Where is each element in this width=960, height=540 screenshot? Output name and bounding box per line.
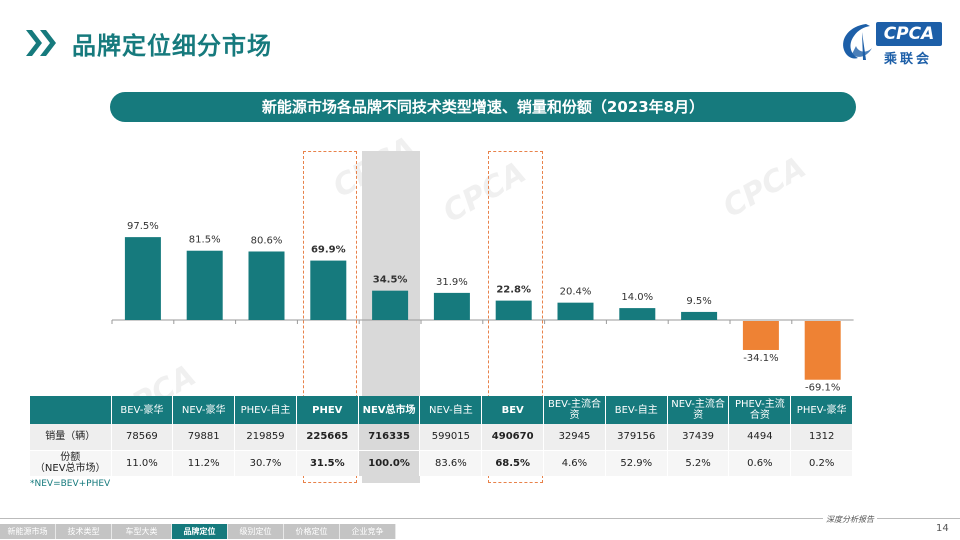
- bar-PHEV: [310, 260, 347, 320]
- table-cell: 379156: [605, 424, 668, 451]
- footer-tab[interactable]: 价格定位: [284, 524, 340, 539]
- column-header-PHEV-自主: PHEV-自主: [234, 396, 297, 424]
- footer-tab[interactable]: 车型大类: [112, 524, 172, 539]
- column-header-PHEV-豪华: PHEV-豪华: [790, 396, 854, 424]
- column-header-NEV总市场: NEV总市场: [358, 396, 421, 424]
- table-cell: 1312: [790, 424, 854, 451]
- table-cell: 11.0%: [111, 450, 174, 476]
- double-chevron-icon: [26, 30, 56, 56]
- page-number: 14: [936, 523, 949, 534]
- table-cell: 5.2%: [667, 450, 730, 476]
- footer-tab[interactable]: 技术类型: [56, 524, 112, 539]
- bar-NEV-自主: [433, 292, 470, 320]
- logo-swirl-icon: [843, 24, 872, 60]
- data-label-BEV-豪华: 97.5%: [127, 221, 159, 232]
- table-row-sales: 销量（辆） 78569 79881 219859 225665 716335 599015…: [30, 424, 854, 451]
- table-corner-cell: [30, 396, 112, 424]
- table-cell: 100.0%: [358, 450, 421, 476]
- page-title: 品牌定位细分市场: [72, 32, 272, 60]
- bar-NEV-豪华: [186, 250, 223, 320]
- data-label-NEV总市场: 34.5%: [373, 275, 408, 286]
- table-row-share: 份额 （NEV总市场） 11.0% 11.2% 30.7% 31.5% 100.0% 83…: [30, 450, 854, 476]
- table-cell: 37439: [667, 424, 730, 451]
- column-header-NEV-豪华: NEV-豪华: [172, 396, 236, 424]
- data-label-NEV-自主: 31.9%: [436, 277, 468, 288]
- table-cell: 31.5%: [296, 450, 359, 476]
- cpca-logo: CPCA 乘联会: [836, 20, 944, 67]
- bar-NEV总市场: [372, 290, 409, 320]
- column-header-NEV-自主: NEV-自主: [419, 396, 483, 424]
- column-header-BEV-豪华: BEV-豪华: [111, 396, 174, 424]
- table-cell: 225665: [296, 424, 359, 451]
- bar-NEV-主流合资: [681, 311, 718, 320]
- logo-cn-text: 乘联会: [884, 52, 933, 67]
- bar-BEV-豪华: [124, 237, 161, 320]
- bar-BEV-自主: [619, 308, 656, 320]
- data-label-PHEV-自主: 80.6%: [251, 235, 283, 246]
- data-label-PHEV-主流合资: -34.1%: [743, 353, 778, 364]
- bar-BEV: [495, 300, 532, 320]
- bar-PHEV-自主: [248, 251, 285, 320]
- column-header-BEV-自主: BEV-自主: [605, 396, 668, 424]
- table-cell: 219859: [234, 424, 297, 451]
- column-header-NEV-主流合资: NEV-主流合资: [667, 396, 730, 424]
- column-header-BEV: BEV: [481, 396, 545, 424]
- data-label-NEV-豪华: 81.5%: [189, 235, 221, 246]
- footer-tab[interactable]: 新能源市场: [0, 524, 56, 539]
- bar-PHEV-主流合资: [742, 321, 779, 350]
- column-header-BEV-主流合资: BEV-主流合资: [543, 396, 606, 424]
- footer-tab[interactable]: 品牌定位: [172, 524, 228, 539]
- table-cell: 0.6%: [728, 450, 792, 476]
- data-label-BEV-主流合资: 20.4%: [560, 287, 592, 298]
- table-cell: 32945: [543, 424, 606, 451]
- chart-subtitle: 新能源市场各品牌不同技术类型增速、销量和份额（2023年8月）: [110, 92, 856, 122]
- table-cell: 68.5%: [481, 450, 545, 476]
- column-header-PHEV: PHEV: [296, 396, 359, 424]
- table-cell: 4494: [728, 424, 792, 451]
- data-label-BEV-自主: 14.0%: [621, 292, 653, 303]
- row-label-share: 份额 （NEV总市场）: [30, 450, 112, 476]
- column-header-PHEV-主流合资: PHEV-主流合资: [728, 396, 792, 424]
- table-header-row: BEV-豪华 NEV-豪华 PHEV-自主 PHEV NEV总市场 NEV-自主 BEV BE…: [30, 396, 854, 424]
- row-label-sales: 销量（辆）: [30, 424, 112, 451]
- footer-tab[interactable]: 级别定位: [228, 524, 284, 539]
- footer-tab[interactable]: 企业竞争: [340, 524, 396, 539]
- bar-BEV-主流合资: [557, 302, 594, 320]
- data-label-PHEV: 69.9%: [311, 245, 346, 256]
- table-cell: 0.2%: [790, 450, 854, 476]
- data-label-BEV: 22.8%: [496, 285, 531, 296]
- logo-cpca-text: CPCA: [876, 22, 942, 46]
- data-label-PHEV-豪华: -69.1%: [805, 383, 840, 394]
- phev-highlight-box: [303, 151, 357, 483]
- table-cell: 599015: [419, 424, 483, 451]
- footer-tagline: 深度分析报告: [823, 514, 877, 525]
- table-cell: 79881: [172, 424, 236, 451]
- bev-highlight-box: [488, 151, 543, 483]
- footnote: *NEV=BEV+PHEV: [30, 479, 111, 489]
- table-cell: 4.6%: [543, 450, 606, 476]
- footer-divider: [0, 518, 960, 519]
- data-label-NEV-主流合资: 9.5%: [686, 296, 711, 307]
- table-cell: 78569: [111, 424, 174, 451]
- sales-share-table: BEV-豪华 NEV-豪华 PHEV-自主 PHEV NEV总市场 NEV-自主 BEV BE…: [30, 396, 854, 476]
- table-cell: 490670: [481, 424, 545, 451]
- table-cell: 83.6%: [419, 450, 483, 476]
- section-tabs: 新能源市场 技术类型 车型大类 品牌定位 级别定位 价格定位 企业竞争: [0, 524, 396, 540]
- table-cell: 30.7%: [234, 450, 297, 476]
- table-cell: 11.2%: [172, 450, 236, 476]
- bar-PHEV-豪华: [804, 321, 841, 380]
- table-cell: 52.9%: [605, 450, 668, 476]
- table-cell: 716335: [358, 424, 421, 451]
